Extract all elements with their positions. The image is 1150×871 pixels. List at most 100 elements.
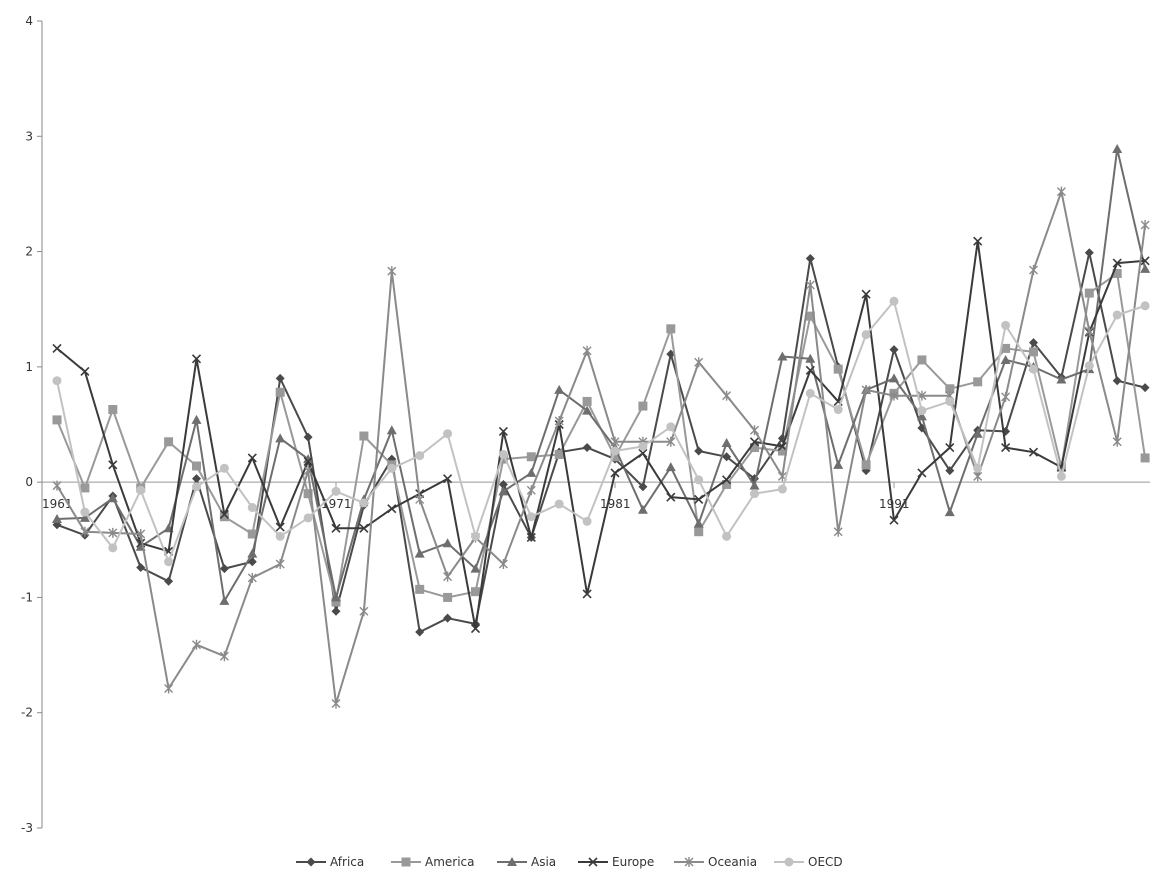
- data-point-america: [526, 452, 536, 462]
- data-point-asia: [107, 493, 118, 503]
- data-point-america: [1001, 343, 1011, 353]
- data-point-asia: [442, 538, 453, 548]
- data-point-africa: [331, 606, 341, 616]
- data-point-africa: [582, 443, 592, 453]
- data-point-asia: [470, 563, 481, 573]
- data-point-america: [1029, 347, 1038, 357]
- y-tick-label: 1: [25, 360, 33, 374]
- data-point-europe: [861, 289, 871, 299]
- data-point-america: [1084, 288, 1094, 298]
- data-point-oecd: [526, 512, 536, 522]
- data-point-asia: [386, 425, 397, 435]
- data-point-oceania: [833, 526, 843, 537]
- data-point-europe: [1112, 258, 1122, 268]
- data-point-america: [415, 584, 425, 594]
- data-point-oecd: [973, 463, 983, 473]
- series-line-oecd: [56, 300, 1146, 563]
- x-tick-label: 1971: [321, 497, 352, 511]
- data-point-america: [247, 529, 257, 539]
- data-point-oceania: [247, 572, 257, 583]
- data-point-europe: [191, 354, 202, 364]
- data-point-oecd: [777, 484, 787, 494]
- data-point-asia: [303, 454, 314, 464]
- data-point-oecd: [275, 531, 285, 541]
- data-point-asia: [637, 504, 648, 514]
- legend-label-asia: Asia: [531, 855, 556, 869]
- data-point-oecd: [219, 463, 229, 473]
- data-point-oecd: [917, 406, 927, 416]
- data-point-asia: [331, 592, 341, 602]
- data-point-oecd: [136, 485, 146, 495]
- data-point-asia: [275, 433, 286, 443]
- data-point-europe: [443, 474, 453, 484]
- y-tick-label: 2: [25, 245, 33, 259]
- data-point-europe: [917, 468, 927, 478]
- data-point-asia: [1056, 374, 1067, 384]
- data-point-oceania: [694, 357, 704, 368]
- legend-item-asia: Asia: [497, 855, 556, 869]
- data-point-america: [582, 396, 592, 406]
- data-point-america: [1112, 268, 1122, 278]
- data-point-oecd: [387, 463, 397, 473]
- data-point-europe: [945, 442, 955, 453]
- data-point-oecd: [889, 296, 899, 306]
- data-point-america: [359, 431, 369, 441]
- legend-label-america: America: [425, 855, 475, 869]
- legend-marker-asia: [507, 857, 517, 866]
- data-point-oecd: [443, 429, 453, 439]
- data-point-oecd: [638, 441, 648, 451]
- series-europe: [52, 236, 1150, 634]
- data-point-america: [777, 446, 787, 456]
- data-point-america: [861, 460, 871, 470]
- data-point-oceania: [861, 384, 871, 395]
- series-line-africa: [56, 251, 1146, 633]
- data-point-europe: [52, 343, 62, 353]
- data-point-oecd: [108, 543, 118, 553]
- legend: Africa America Asia Europe Oceania OECD: [296, 855, 843, 869]
- data-point-america: [917, 355, 927, 365]
- data-point-africa: [164, 576, 174, 586]
- data-point-oceania: [666, 436, 676, 447]
- data-point-asia: [833, 459, 844, 469]
- legend-marker-africa: [306, 857, 316, 867]
- data-point-europe: [219, 509, 229, 519]
- data-point-europe: [359, 523, 369, 533]
- data-point-america: [498, 454, 508, 464]
- data-point-america: [750, 443, 759, 453]
- data-point-asia: [191, 414, 202, 424]
- data-point-america: [164, 437, 174, 447]
- data-point-asia: [582, 405, 593, 415]
- data-point-oceania: [889, 390, 899, 401]
- legend-marker-europe: [588, 857, 598, 867]
- data-point-europe: [805, 365, 815, 375]
- data-point-oecd: [303, 513, 313, 523]
- data-point-oecd: [805, 388, 815, 398]
- data-point-oceania: [192, 639, 201, 650]
- data-point-europe: [777, 441, 787, 451]
- data-point-asia: [1000, 354, 1011, 364]
- data-point-oceania: [80, 526, 90, 537]
- data-point-oceania: [387, 266, 397, 277]
- data-point-europe: [694, 494, 704, 505]
- legend-item-europe: Europe: [578, 855, 654, 869]
- data-point-oecd: [498, 449, 508, 459]
- data-point-africa: [722, 452, 732, 462]
- data-point-oceania: [1140, 220, 1150, 231]
- data-point-oceania: [303, 465, 313, 476]
- data-point-africa: [694, 446, 704, 456]
- data-point-asia: [52, 514, 62, 524]
- data-point-africa: [1140, 383, 1150, 393]
- legend-label-africa: Africa: [330, 855, 364, 869]
- data-point-oceania: [164, 683, 174, 694]
- x-tick-label: 1991: [879, 497, 910, 511]
- y-tick-label: -3: [21, 821, 33, 835]
- data-point-america: [192, 461, 201, 471]
- data-point-asia: [805, 353, 816, 363]
- data-point-america: [666, 324, 676, 334]
- data-point-oceania: [973, 471, 983, 482]
- data-point-africa: [136, 562, 146, 572]
- legend-label-europe: Europe: [612, 855, 654, 869]
- data-point-asia: [414, 548, 425, 558]
- data-point-asia: [777, 351, 788, 361]
